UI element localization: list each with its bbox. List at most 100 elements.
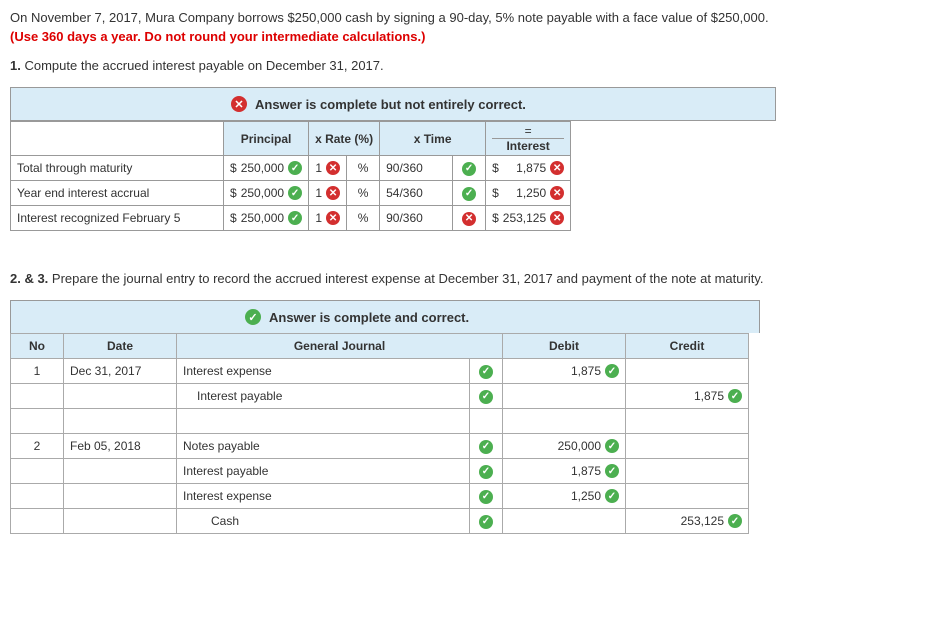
- journal-mark: ✓: [470, 484, 503, 509]
- journal-no: [11, 384, 64, 409]
- journal-debit[interactable]: [503, 384, 626, 409]
- journal-date[interactable]: [64, 484, 177, 509]
- debit-status-icon: ✓: [605, 489, 619, 503]
- q1-label: 1.: [10, 58, 21, 73]
- calc-principal[interactable]: $250,000✓: [224, 206, 309, 231]
- banner-1-wrap: ✕ Answer is complete but not entirely co…: [10, 87, 776, 121]
- journal-account[interactable]: Interest expense: [177, 359, 470, 384]
- jh-debit: Debit: [503, 334, 626, 359]
- journal-mark: ✓: [470, 434, 503, 459]
- line-status-icon: ✓: [479, 390, 493, 404]
- calc-time-status: ✓: [453, 156, 486, 181]
- journal-mark: ✓: [470, 359, 503, 384]
- debit-status-icon: ✓: [605, 364, 619, 378]
- calc-head-interest: = Interest: [486, 122, 571, 156]
- line-status-icon: ✓: [479, 365, 493, 379]
- question-2-3: 2. & 3. Prepare the journal entry to rec…: [10, 271, 927, 286]
- jh-date: Date: [64, 334, 177, 359]
- q23-text: Prepare the journal entry to record the …: [52, 271, 764, 286]
- rate-status-icon: ✕: [326, 161, 340, 175]
- journal-date[interactable]: [64, 384, 177, 409]
- journal-credit[interactable]: [626, 359, 749, 384]
- banner-2-text: Answer is complete and correct.: [269, 310, 469, 325]
- credit-status-icon: ✓: [728, 389, 742, 403]
- problem-instruction: (Use 360 days a year. Do not round your …: [10, 29, 927, 44]
- jh-gj: General Journal: [177, 334, 503, 359]
- rate-status-icon: ✕: [326, 211, 340, 225]
- calc-row-label: Year end interest accrual: [11, 181, 224, 206]
- journal-row: [11, 409, 749, 434]
- principal-status-icon: ✓: [288, 161, 302, 175]
- calc-rate[interactable]: 1✕: [309, 206, 347, 231]
- journal-no: [11, 484, 64, 509]
- calc-interest[interactable]: $1,250✕: [486, 181, 571, 206]
- journal-no: 1: [11, 359, 64, 384]
- q23-label: 2. & 3.: [10, 271, 48, 286]
- banner-complete-correct: ✓ Answer is complete and correct.: [11, 301, 759, 333]
- interest-status-icon: ✕: [550, 161, 564, 175]
- journal-debit[interactable]: 1,875✓: [503, 459, 626, 484]
- calc-rate[interactable]: 1✕: [309, 156, 347, 181]
- q1-text: Compute the accrued interest payable on …: [24, 58, 383, 73]
- calc-head-rate: x Rate (%): [309, 122, 380, 156]
- journal-account[interactable]: Interest payable: [177, 384, 470, 409]
- journal-debit[interactable]: [503, 509, 626, 534]
- journal-row: 2Feb 05, 2018Notes payable✓250,000✓: [11, 434, 749, 459]
- journal-account[interactable]: Cash: [177, 509, 470, 534]
- calc-row: Total through maturity$250,000✓1✕%90/360…: [11, 156, 571, 181]
- journal-mark: ✓: [470, 384, 503, 409]
- rate-status-icon: ✕: [326, 186, 340, 200]
- journal-credit[interactable]: [626, 459, 749, 484]
- journal-date[interactable]: Feb 05, 2018: [64, 434, 177, 459]
- line-status-icon: ✓: [479, 515, 493, 529]
- debit-status-icon: ✓: [605, 439, 619, 453]
- problem-statement: On November 7, 2017, Mura Company borrow…: [10, 10, 927, 25]
- calc-principal[interactable]: $250,000✓: [224, 181, 309, 206]
- jh-no: No: [11, 334, 64, 359]
- time-status-icon: ✓: [462, 187, 476, 201]
- calc-rate[interactable]: 1✕: [309, 181, 347, 206]
- banner-not-entirely-correct: ✕ Answer is complete but not entirely co…: [11, 88, 775, 120]
- journal-date[interactable]: [64, 459, 177, 484]
- interest-status-icon: ✕: [550, 186, 564, 200]
- calc-time[interactable]: 90/360: [380, 206, 453, 231]
- journal-debit[interactable]: 1,250✓: [503, 484, 626, 509]
- calc-row-label: Interest recognized February 5: [11, 206, 224, 231]
- journal-credit[interactable]: 1,875✓: [626, 384, 749, 409]
- journal-date[interactable]: Dec 31, 2017: [64, 359, 177, 384]
- calc-table: Principal x Rate (%) x Time = Interest T…: [10, 121, 571, 231]
- journal-no: [11, 459, 64, 484]
- calc-head-principal: Principal: [224, 122, 309, 156]
- journal-debit[interactable]: 1,875✓: [503, 359, 626, 384]
- journal-account[interactable]: Interest payable: [177, 459, 470, 484]
- calc-interest[interactable]: $253,125✕: [486, 206, 571, 231]
- journal-debit[interactable]: 250,000✓: [503, 434, 626, 459]
- calc-interest[interactable]: $1,875✕: [486, 156, 571, 181]
- journal-credit[interactable]: 253,125✓: [626, 509, 749, 534]
- journal-row: Interest payable✓1,875✓: [11, 459, 749, 484]
- journal-mark: ✓: [470, 509, 503, 534]
- time-status-icon: ✓: [462, 162, 476, 176]
- credit-status-icon: ✓: [728, 514, 742, 528]
- principal-status-icon: ✓: [288, 186, 302, 200]
- calc-principal[interactable]: $250,000✓: [224, 156, 309, 181]
- journal-credit[interactable]: [626, 434, 749, 459]
- journal-credit[interactable]: [626, 484, 749, 509]
- calc-pct: %: [347, 206, 380, 231]
- journal-account[interactable]: Notes payable: [177, 434, 470, 459]
- journal-table: No Date General Journal Debit Credit 1De…: [10, 333, 749, 534]
- calc-time[interactable]: 90/360: [380, 156, 453, 181]
- journal-no: [11, 509, 64, 534]
- calc-row: Interest recognized February 5$250,000✓1…: [11, 206, 571, 231]
- journal-row: 1Dec 31, 2017Interest expense✓1,875✓: [11, 359, 749, 384]
- calc-time[interactable]: 54/360: [380, 181, 453, 206]
- banner-2-wrap: ✓ Answer is complete and correct.: [10, 300, 760, 333]
- journal-date[interactable]: [64, 509, 177, 534]
- line-status-icon: ✓: [479, 490, 493, 504]
- interest-status-icon: ✕: [550, 211, 564, 225]
- journal-account[interactable]: Interest expense: [177, 484, 470, 509]
- calc-head-time: x Time: [380, 122, 486, 156]
- calc-row: Year end interest accrual$250,000✓1✕%54/…: [11, 181, 571, 206]
- calc-time-status: ✓: [453, 181, 486, 206]
- calc-pct: %: [347, 181, 380, 206]
